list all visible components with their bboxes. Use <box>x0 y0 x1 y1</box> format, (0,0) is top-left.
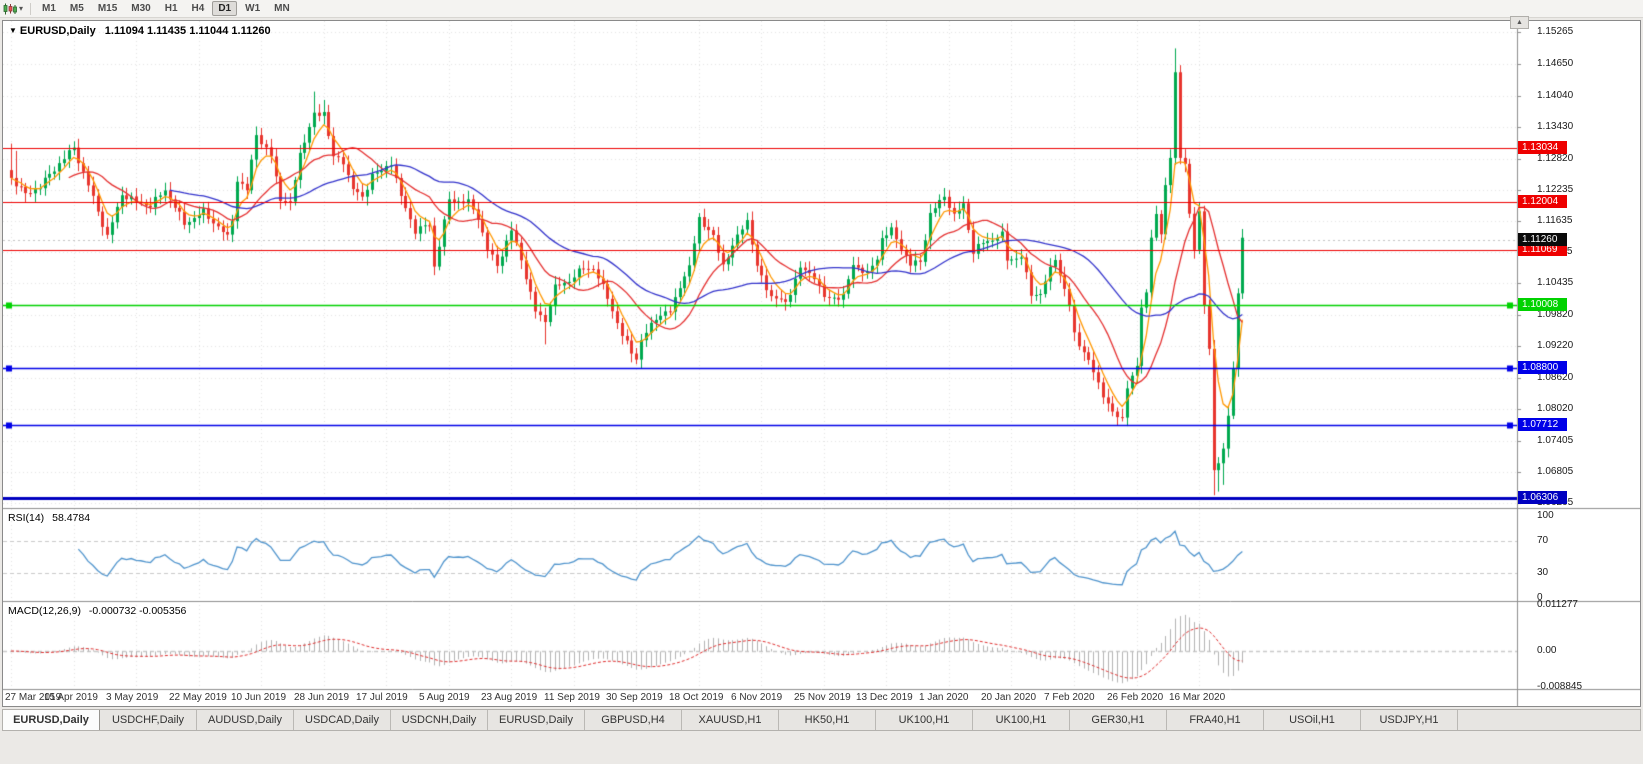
time-axis-label: 18 Oct 2019 <box>669 692 724 703</box>
chart-tab-usdjpy-h1[interactable]: USDJPY,H1 <box>1361 710 1458 730</box>
chart-tab-eurusd-daily[interactable]: EURUSD,Daily <box>3 710 100 730</box>
time-axis-label: 11 Sep 2019 <box>544 692 600 703</box>
price-axis-label: 1.09820 <box>1537 309 1574 320</box>
time-axis-label: 26 Feb 2020 <box>1107 692 1164 703</box>
time-axis-label: 1 Jan 2020 <box>919 692 969 703</box>
time-axis-label: 6 Nov 2019 <box>731 692 783 703</box>
time-axis-label: 22 May 2019 <box>169 692 227 703</box>
macd-label: MACD(12,26,9) -0.000732 -0.005356 <box>8 605 186 617</box>
chart-tab-uk100-h1[interactable]: UK100,H1 <box>876 710 973 730</box>
timeframe-toolbar: ▾ M1 M5 M15 M30 H1 H4 D1 W1 MN <box>0 0 1643 18</box>
timeframe-button-h1[interactable]: H1 <box>164 3 178 14</box>
macd-value: -0.000732 -0.005356 <box>88 605 187 617</box>
chart-window: ▼ EURUSD,Daily 1.11094 1.11435 1.11044 1.… <box>2 20 1641 707</box>
time-axis-label: 15 Apr 2019 <box>44 692 98 703</box>
chart-tab-fra40-h1[interactable]: FRA40,H1 <box>1167 710 1264 730</box>
time-axis-label: 3 May 2019 <box>106 692 159 703</box>
chart-tabs-bar: EURUSD,Daily USDCHF,Daily AUDUSD,Daily USDC… <box>2 709 1641 731</box>
time-axis-label: 28 Jun 2019 <box>294 692 350 703</box>
chart-tab-uk100-h1[interactable]: UK100,H1 <box>973 710 1070 730</box>
rsi-label: RSI(14) 58.4784 <box>8 512 90 524</box>
price-axis-label: 1.14040 <box>1537 90 1574 101</box>
timeframe-button-m30[interactable]: M30 <box>131 3 151 14</box>
macd-name: MACD(12,26,9) <box>8 605 81 617</box>
time-axis-label: 23 Aug 2019 <box>481 692 538 703</box>
hline-price-flag: 1.11069 <box>1518 243 1567 256</box>
chart-title: ▼ EURUSD,Daily 1.11094 1.11435 1.11044 1.… <box>9 25 271 37</box>
chart-tab-gbpusd-h4[interactable]: GBPUSD,H4 <box>585 710 682 730</box>
time-axis-label: 7 Feb 2020 <box>1044 692 1095 703</box>
macd-axis-label: -0.008845 <box>1537 681 1583 692</box>
chart-tab-usdcnh-daily[interactable]: USDCNH,Daily <box>391 710 488 730</box>
hline-price-flag: 1.12004 <box>1518 195 1567 208</box>
timeframe-button-mn[interactable]: MN <box>274 3 290 14</box>
price-axis-label: 1.09220 <box>1537 340 1574 351</box>
macd-axis-label: 0.00 <box>1537 645 1557 656</box>
time-axis-label: 13 Dec 2019 <box>856 692 913 703</box>
toolbar-separator <box>30 2 32 15</box>
timeframe-button-m1[interactable]: M1 <box>42 3 56 14</box>
rsi-name: RSI(14) <box>8 512 45 524</box>
time-axis-label: 16 Mar 2020 <box>1169 692 1226 703</box>
price-axis-label: 1.12235 <box>1537 184 1574 195</box>
hline-price-flag: 1.07712 <box>1518 418 1567 431</box>
time-axis-label: 27 Mar 2019 <box>5 692 62 703</box>
timeframe-button-m5[interactable]: M5 <box>69 3 84 14</box>
chart-symbol-period: EURUSD,Daily <box>19 25 96 37</box>
price-axis-label: 1.15265 <box>1537 26 1574 37</box>
hline-price-flag: 1.13034 <box>1518 141 1567 154</box>
price-axis-label: 1.13430 <box>1537 121 1574 132</box>
chart-menu-icon[interactable]: ▼ <box>9 26 17 35</box>
price-axis-label: 1.08020 <box>1537 403 1574 414</box>
time-axis-label: 30 Sep 2019 <box>606 692 663 703</box>
chart-tab-eurusd-daily[interactable]: EURUSD,Daily <box>488 710 585 730</box>
time-axis-label: 5 Aug 2019 <box>419 692 470 703</box>
hline-price-flag: 1.06306 <box>1518 491 1567 504</box>
timeframe-button-d1[interactable]: D1 <box>212 1 238 16</box>
rsi-axis-label: 100 <box>1537 510 1554 521</box>
toolbar-dropdown-icon[interactable]: ▾ <box>19 4 24 13</box>
price-chart-canvas[interactable] <box>3 21 1640 706</box>
price-axis-label: 1.11635 <box>1537 215 1573 226</box>
chart-tab-ger30-h1[interactable]: GER30,H1 <box>1070 710 1167 730</box>
hline-price-flag: 1.10008 <box>1518 298 1567 311</box>
rsi-axis-label: 30 <box>1537 567 1549 578</box>
price-axis-label: 1.06805 <box>1537 466 1574 477</box>
current-price-flag: 1.11260 <box>1518 233 1567 246</box>
time-axis-label: 17 Jul 2019 <box>356 692 408 703</box>
scroll-up-button[interactable]: ▲ <box>1510 16 1529 29</box>
chart-tab-xauusd-h1[interactable]: XAUUSD,H1 <box>682 710 779 730</box>
timeframe-button-w1[interactable]: W1 <box>245 3 261 14</box>
chart-tab-hk50-h1[interactable]: HK50,H1 <box>779 710 876 730</box>
chart-ohlc-values: 1.11094 1.11435 1.11044 1.11260 <box>104 25 271 37</box>
chart-tab-usoil-h1[interactable]: USOil,H1 <box>1264 710 1361 730</box>
timeframe-button-h4[interactable]: H4 <box>191 3 205 14</box>
timeframe-button-m15[interactable]: M15 <box>97 3 118 14</box>
price-axis-label: 1.07405 <box>1537 435 1574 446</box>
rsi-axis-label: 70 <box>1537 535 1549 546</box>
rsi-value: 58.4784 <box>52 512 91 524</box>
hline-price-flag: 1.08800 <box>1518 361 1567 374</box>
chart-tab-usdcad-daily[interactable]: USDCAD,Daily <box>294 710 391 730</box>
timeframe-buttons: M1 M5 M15 M30 H1 H4 D1 W1 MN <box>35 1 297 16</box>
rsi-axis-label: 0 <box>1537 592 1543 603</box>
chart-tab-usdchf-daily[interactable]: USDCHF,Daily <box>100 710 197 730</box>
price-axis-label: 1.08620 <box>1537 372 1574 383</box>
time-axis-label: 10 Jun 2019 <box>231 692 287 703</box>
time-axis-label: 25 Nov 2019 <box>794 692 851 703</box>
price-axis-label: 1.14650 <box>1537 58 1574 69</box>
price-axis-label: 1.10435 <box>1537 277 1574 288</box>
price-axis-label: 1.12820 <box>1537 153 1574 164</box>
time-axis-label: 20 Jan 2020 <box>981 692 1037 703</box>
chart-type-icon[interactable] <box>3 3 18 15</box>
macd-axis-label: 0.011277 <box>1537 599 1578 610</box>
chart-tab-audusd-daily[interactable]: AUDUSD,Daily <box>197 710 294 730</box>
